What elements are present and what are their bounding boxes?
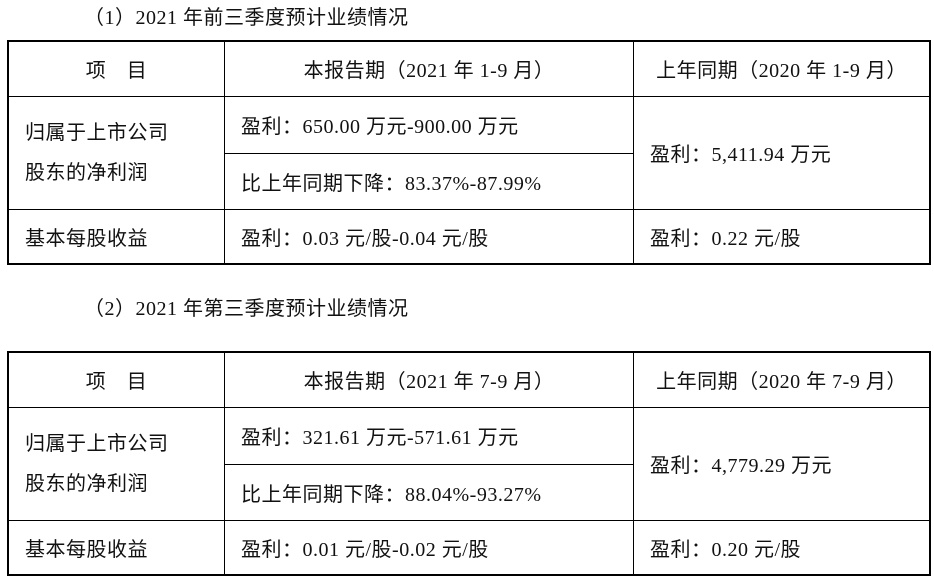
column-header-item: 项 目 xyxy=(7,40,225,97)
net-profit-yoy-change: 比上年同期下降：88.04%-93.27% xyxy=(224,463,634,521)
net-profit-current-range: 盈利：321.61 万元-571.61 万元 xyxy=(224,406,634,465)
table-row-net-profit-yoy: 比上年同期下降：88.04%-93.27% xyxy=(8,463,930,521)
column-header-item: 项 目 xyxy=(7,351,225,408)
section-third-quarter: （2）2021 年第三季度预计业绩情况 项 目 本报告期（2021 年 7-9 … xyxy=(0,295,934,576)
table-row-net-profit-profit: 归属于上市公司 股东的净利润 盈利：650.00 万元-900.00 万元 盈利… xyxy=(7,95,931,210)
table-row-net-profit-yoy: 比上年同期下降：83.37%-87.99% xyxy=(8,152,930,210)
performance-table-first-three-quarters: 项 目 本报告期（2021 年 1-9 月） 上年同期（2020 年 1-9 月… xyxy=(7,40,931,265)
row-label-eps: 基本每股收益 xyxy=(7,519,225,576)
performance-table-third-quarter: 项 目 本报告期（2021 年 7-9 月） 上年同期（2020 年 7-9 月… xyxy=(7,351,931,576)
net-profit-current-range: 盈利：650.00 万元-900.00 万元 xyxy=(224,95,634,154)
column-header-current-period: 本报告期（2021 年 1-9 月） xyxy=(224,40,634,97)
column-header-prior-period: 上年同期（2020 年 7-9 月） xyxy=(633,351,931,408)
column-header-current-period: 本报告期（2021 年 7-9 月） xyxy=(224,351,634,408)
column-header-prior-period: 上年同期（2020 年 1-9 月） xyxy=(633,40,931,97)
table-row-net-profit-profit: 归属于上市公司 股东的净利润 盈利：321.61 万元-571.61 万元 盈利… xyxy=(7,406,931,521)
eps-prior-value: 盈利：0.22 元/股 xyxy=(633,208,931,265)
net-profit-prior-value: 盈利：5,411.94 万元 xyxy=(633,95,931,210)
net-profit-prior-value: 盈利：4,779.29 万元 xyxy=(633,406,931,521)
eps-prior-value: 盈利：0.20 元/股 xyxy=(633,519,931,576)
table-header-row: 项 目 本报告期（2021 年 1-9 月） 上年同期（2020 年 1-9 月… xyxy=(7,40,931,97)
section-heading-third-quarter: （2）2021 年第三季度预计业绩情况 xyxy=(84,298,409,320)
table-header-row: 项 目 本报告期（2021 年 7-9 月） 上年同期（2020 年 7-9 月… xyxy=(7,351,931,408)
row-label-eps: 基本每股收益 xyxy=(7,208,225,265)
section-first-three-quarters: （1）2021 年前三季度预计业绩情况 项 目 本报告期（2021 年 1-9 … xyxy=(0,4,934,265)
table-row-eps: 基本每股收益 盈利：0.03 元/股-0.04 元/股 盈利：0.22 元/股 xyxy=(7,208,931,265)
net-profit-yoy-change: 比上年同期下降：83.37%-87.99% xyxy=(224,152,634,210)
row-label-net-profit: 归属于上市公司 股东的净利润 xyxy=(7,406,225,521)
table-row-eps: 基本每股收益 盈利：0.01 元/股-0.02 元/股 盈利：0.20 元/股 xyxy=(7,519,931,576)
eps-current-range: 盈利：0.01 元/股-0.02 元/股 xyxy=(224,519,634,576)
eps-current-range: 盈利：0.03 元/股-0.04 元/股 xyxy=(224,208,634,265)
earnings-forecast-document: （1）2021 年前三季度预计业绩情况 项 目 本报告期（2021 年 1-9 … xyxy=(0,4,934,584)
row-label-net-profit: 归属于上市公司 股东的净利润 xyxy=(7,95,225,210)
section-heading-first-three-quarters: （1）2021 年前三季度预计业绩情况 xyxy=(84,7,409,29)
